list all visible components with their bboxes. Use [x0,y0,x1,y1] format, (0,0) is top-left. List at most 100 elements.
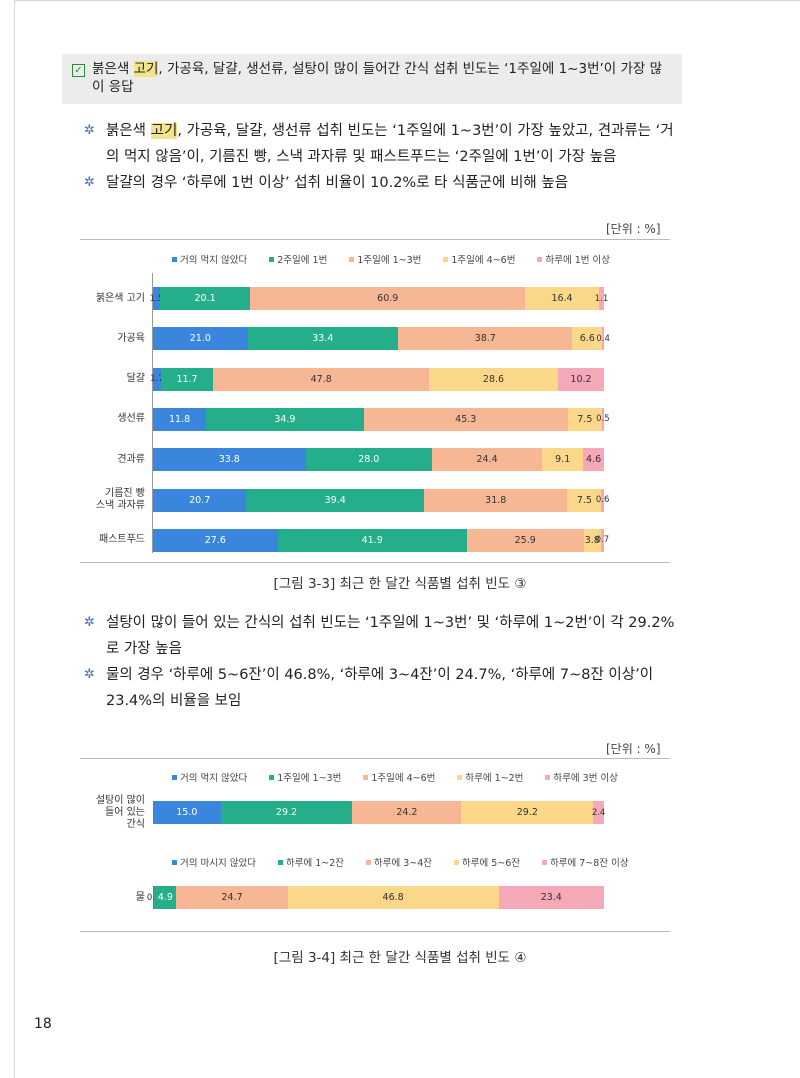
chart-2-legend-label-3: 하루에 1~2번 [465,773,524,784]
chart-1-bar-segment-3-0: 11.8 [153,407,207,431]
chart-1-data-label-4-1: 28.0 [358,454,380,466]
chart-1-bar-segment-4-0: 33.8 [153,448,306,472]
bullet-star-icon: ✲ [84,667,95,682]
chart-3-bar-row-0: 0.34.9 24.7 46.8 23.4 [147,886,604,909]
chart-1-data-label-4-0: 33.8 [218,454,240,466]
chart-1-legend-swatch-0 [172,256,177,262]
bullet-4: ✲ 물의 경우 ‘하루에 5~6잔’이 46.8%, ‘하루에 3~4잔’이 2… [84,662,686,714]
chart-1-data-label-2-2: 47.8 [310,373,332,385]
chart-1-bar-segment-3-1: 34.9 [206,407,364,431]
chart-1-data-label-1-1: 33.4 [312,333,334,345]
chart-1-legend-label-4: 하루에 1번 이상 [545,255,610,266]
chart-1-data-label-5-3: 7.5 [576,494,592,506]
chart-3-legend-label-2: 하루에 3~4잔 [374,858,433,869]
chart-1-bar-segment-6-3: 3.8 [583,528,601,552]
chart-1-data-label-3-1: 34.9 [274,413,296,425]
chart-3-legend-label-1: 하루에 1~2잔 [285,858,344,869]
chart-1-data-label-6-2: 25.9 [514,534,536,546]
chart-2-category-label-0: 설탕이 많이 들어 있는 간식 [95,794,145,830]
chart-1-data-label-3-2: 45.3 [455,413,477,425]
chart-3-bar-segment-0-1: 4.9 [154,886,177,909]
chart-3-data-label-0-4: 23.4 [540,892,562,903]
chart-1-legend-swatch-3 [443,256,449,262]
chart-1-frame [80,239,670,563]
chart-2-legend-swatch-3 [457,774,463,780]
chart-1-bar-segment-1-2: 38.7 [398,327,573,351]
chart-2-legend-label-2: 1주일에 4~6번 [371,773,436,784]
chart-2-bar-segment-0-4: 2.4 [591,801,606,824]
chart-1-legend-item-2: 1주일에 1~3번 [349,252,421,266]
chart-1-bar-segment-2-1: 11.7 [160,367,214,391]
chart-1-bar-segment-0-3: 16.4 [525,287,600,310]
chart-1-bar-row-4: 33.8 28.0 24.4 9.1 4.6 [153,448,604,472]
bullet-star-icon: ✲ [84,175,95,190]
chart-1-bar-segment-2-4: 10.2 [557,367,604,391]
chart-3-bar-segment-0-0: 0.3 [147,886,160,909]
chart-1-bar-segment-6-4: 0.7 [596,528,609,552]
caption-figure-3-4: [그림 3-4] 최근 한 달간 식품별 섭취 빈도 ④ [273,950,527,966]
chart-2-legend-item-4: 하루에 3번 이상 [545,770,618,784]
chart-1-legend-label-2: 1주일에 1~3번 [357,255,422,266]
chart-1-bar-segment-4-1: 28.0 [305,448,432,472]
chart-1-bar-row-3: 11.8 34.9 45.3 7.5 0.5 [153,407,610,431]
chart-1-data-label-2-4: 10.2 [570,373,592,385]
chart-1-legend-item-4: 하루에 1번 이상 [537,252,610,266]
chart-1-bar-row-2: 1.7 11.7 47.8 28.6 10.2 [150,367,604,391]
bullet-1: ✲ 붉은색 고기, 가공육, 달걀, 생선류 섭취 빈도는 ‘1주일에 1~3번… [84,118,686,170]
chart-1-bar-segment-3-3: 7.5 [567,407,602,431]
chart-1-bar-segment-6-2: 25.9 [466,528,584,552]
chart-1-bar-segment-1-3: 6.6 [572,327,603,351]
chart-1-bar-row-5: 20.7 39.4 31.8 7.5 0.6 [153,488,609,512]
chart-1-bar-segment-5-4: 0.6 [596,488,609,512]
chart-2-bar-segment-0-1: 29.2 [220,801,353,824]
chart-1-data-label-6-1: 41.9 [361,534,383,546]
chart-1-data-label-2-0: 1.7 [150,374,164,385]
chart-1-category-label-4: 견과류 [117,453,145,465]
chart-2-legend-swatch-4 [545,774,551,780]
chart-2-data-label-0-4: 2.4 [591,807,606,818]
chart-1-data-label-6-0: 27.6 [204,534,226,546]
chart-3-bar-segment-0-4: 23.4 [498,886,604,909]
chart-1-legend-label-0: 거의 먹지 않았다 [180,255,248,266]
chart-1-bar-segment-2-2: 47.8 [213,367,429,391]
chart-1-axis [152,273,153,553]
chart-1-data-label-5-1: 39.4 [324,494,346,506]
chart-1-data-label-6-4: 0.7 [595,535,610,546]
chart-1-bar-segment-0-2: 60.9 [250,287,526,310]
summary-text: 붉은색 고기, 가공육, 달걀, 생선류, 설탕이 많이 들어간 간식 섭취 빈… [92,61,663,95]
chart-1-bar-segment-5-2: 31.8 [424,488,568,512]
chart-1-data-label-5-4: 0.6 [595,495,610,505]
chart-1-legend-label-3: 1주일에 4~6번 [451,255,516,266]
chart-1-legend-swatch-4 [537,256,543,262]
chart-1-data-label-0-0: 1.5 [149,293,164,304]
chart-3-legend-label-3: 하루에 5~6잔 [462,858,521,869]
page-number: 18 [34,1016,52,1032]
chart-1-bar-segment-1-4: 0.4 [596,327,610,351]
bullet-3: ✲ 설탕이 많이 들어 있는 간식의 섭취 빈도는 ‘1주일에 1~3번’ 및 … [84,610,686,662]
chart-2-data-label-0-0: 15.0 [176,807,198,818]
chart-2-bar-row-0: 15.0 29.2 24.2 29.2 2.4 [153,801,606,824]
chart-3-bar-segment-0-2: 24.7 [176,886,288,909]
bullet-2: ✲ 달걀의 경우 ‘하루에 1번 이상’ 섭취 비율이 10.2%로 타 식품군… [84,170,686,196]
chart-2-legend-item-0: 거의 먹지 않았다 [172,770,247,784]
chart-1-data-label-1-2: 38.7 [474,333,496,345]
chart-2-legend-swatch-1 [269,774,275,780]
chart-1-category-label-5: 기름진 빵 스낵 과자류 [95,488,145,511]
chart-1-bar-segment-3-4: 0.5 [596,407,610,431]
chart-1-bar-segment-0-0: 1.5 [150,287,163,310]
page-border [14,0,800,1078]
chart-1-data-label-1-4: 0.4 [596,333,610,344]
unit-label-2: [단위 : %] [606,742,661,756]
chart-1-bar-segment-4-3: 9.1 [542,448,584,472]
chart-2-legend-swatch-2 [363,774,369,780]
chart-3-legend-swatch-1 [277,859,283,865]
chart-1-bar-segment-3-2: 45.3 [363,407,568,431]
chart-1-legend-swatch-2 [349,256,355,262]
chart-1-legend-item-0: 거의 먹지 않았다 [172,252,247,266]
chart-1-category-label-0: 붉은색 고기 [95,292,145,304]
chart-1-data-label-5-0: 20.7 [189,494,211,506]
chart-1-bar-segment-5-1: 39.4 [246,488,425,512]
chart-2-legend-label-0: 거의 먹지 않았다 [180,773,248,784]
chart-3-bar-segment-0-3: 46.8 [287,886,499,909]
chart-1-bar-segment-2-3: 28.6 [429,367,558,391]
